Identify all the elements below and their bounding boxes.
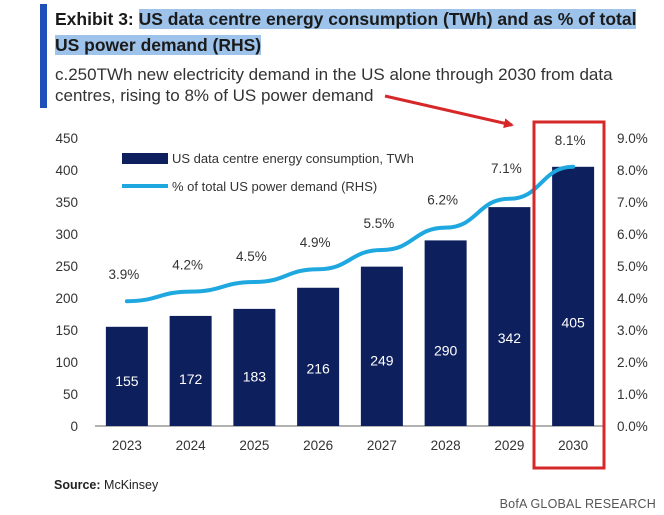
title-line2: US power demand (RHS) [55,35,262,55]
source-value: McKinsey [104,478,159,492]
y-right-tick-label: 8.0% [617,163,648,178]
exhibit-title: Exhibit 3: US data centre energy consump… [55,6,655,58]
legend-bar-label: US data centre energy consumption, TWh [172,151,414,166]
x-tick-label: 2029 [494,438,524,453]
highlight-2030-box [532,120,606,470]
percent-data-label: 6.2% [427,193,458,208]
percent-data-label: 3.9% [108,267,139,282]
percent-line [124,164,576,304]
y-left-tick-label: 300 [55,227,78,242]
bar [169,315,212,426]
percent-data-label: 8.1% [555,133,586,148]
line-series: 3.9% 4.2% 4.5% 4.9% 5.5% 6.2% 7.1% 8.1% [108,133,586,304]
y-right-tick-label: 4.0% [617,291,648,306]
percent-data-label: 4.9% [300,235,331,250]
bar-value-label: 216 [306,360,330,376]
y-right-tick-label: 3.0% [617,323,648,338]
percent-data-label: 5.5% [363,216,394,231]
exhibit-subtitle: c.250TWh new electricity demand in the U… [55,64,655,106]
x-tick-label: 2024 [176,438,207,453]
y-right-tick-label: 0.0% [617,419,648,434]
bar-series: 155 172 183 216 249 290 342 405 [105,166,595,427]
bar [488,207,531,426]
y-left-tick-label: 150 [55,323,78,338]
title-prefix: Exhibit 3: [55,9,139,29]
percent-data-label: 4.5% [236,249,267,264]
y-right-tick-label: 5.0% [617,259,648,274]
y-left-tick-label: 250 [55,259,78,274]
bar [105,326,148,426]
bar [552,166,595,427]
brand-footer: BofA GLOBAL RESEARCH [499,497,656,511]
y-left-tick-label: 350 [55,195,78,210]
bar-value-label: 405 [561,315,585,331]
x-tick-label: 2030 [558,438,588,453]
y-left-tick-label: 200 [55,291,78,306]
y-axis-left: 0 50 100 150 200 250 300 350 400 450 [55,131,78,434]
y-right-tick-label: 2.0% [617,355,648,370]
bar-value-label: 342 [498,330,522,346]
source-label: Source: [54,478,101,492]
bar [297,287,340,426]
source-note: Source: McKinsey [54,478,158,492]
y-right-tick-label: 6.0% [617,227,648,242]
y-right-tick-label: 7.0% [617,195,648,210]
y-left-tick-label: 0 [70,419,78,434]
bar [233,308,276,426]
y-axis-right: 0.0% 1.0% 2.0% 3.0% 4.0% 5.0% 6.0% 7.0% 8.0% 9.0% [617,131,648,434]
y-right-tick-label: 9.0% [617,131,648,146]
x-axis: 2023 2024 2025 2026 2027 2028 2029 2030 [95,425,605,453]
x-tick-label: 2026 [303,438,333,453]
y-left-tick-label: 450 [55,131,78,146]
y-left-tick-label: 400 [55,163,78,178]
x-tick-label: 2027 [367,438,397,453]
subtitle-line2: centres, rising to 8% of US power demand [55,86,374,105]
bar [360,266,403,426]
bar-value-label: 290 [434,342,458,358]
legend-bar-swatch [122,153,168,164]
bar-value-label: 183 [243,368,267,384]
y-right-tick-label: 1.0% [617,387,648,402]
y-left-tick-label: 50 [63,387,78,402]
legend-line-label: % of total US power demand (RHS) [172,179,377,194]
bar-value-label: 155 [115,373,139,389]
bar-value-label: 172 [179,371,203,387]
x-tick-label: 2028 [431,438,461,453]
title-accent-bar [40,4,47,108]
legend: US data centre energy consumption, TWh %… [122,151,414,194]
y-left-tick-label: 100 [55,355,78,370]
callout-arrow [384,94,514,129]
bar [424,240,467,426]
percent-data-label: 7.1% [491,161,522,176]
x-tick-label: 2023 [112,438,142,453]
x-tick-label: 2025 [239,438,269,453]
title-line1: US data centre energy consumption (TWh) … [138,9,637,29]
subtitle-line1: c.250TWh new electricity demand in the U… [55,65,613,84]
bar-value-label: 249 [370,352,394,368]
percent-data-label: 4.2% [172,258,203,273]
